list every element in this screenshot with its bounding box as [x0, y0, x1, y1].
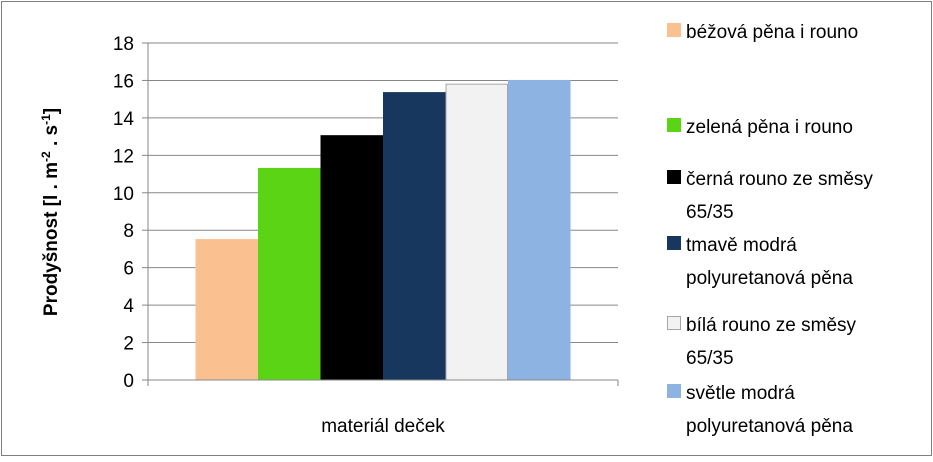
- y-axis-label-exp1: -2: [39, 151, 53, 162]
- bar-3: [320, 135, 383, 381]
- y-tick-label: 16: [113, 71, 134, 92]
- y-tick-label: 10: [113, 184, 134, 205]
- y-tick-label: 14: [113, 109, 135, 130]
- legend-label-3: černá rouno ze směsy: [686, 169, 873, 190]
- legend-label-6: světle modrá: [686, 383, 795, 404]
- legend: béžová pěna i rouno zelená pěna i rouno če…: [667, 22, 873, 437]
- legend-label-6: polyuretanová pěna: [686, 416, 853, 437]
- legend-label-5: bílá rouno ze směsy: [686, 315, 857, 336]
- y-tick-label: 4: [123, 296, 134, 317]
- y-axis-label-units-open: [l . m: [41, 162, 62, 212]
- legend-label-4: tmavě modrá: [686, 235, 797, 256]
- legend-swatch-2: [667, 118, 681, 132]
- y-axis-label-units-close: ]: [41, 108, 62, 114]
- legend-label-2: zelená pěna i rouno: [686, 117, 853, 138]
- y-tick-label: 0: [123, 371, 134, 392]
- axes: [142, 42, 619, 386]
- legend-swatch-3: [667, 170, 681, 184]
- bar-4: [383, 92, 446, 381]
- bar-6: [508, 79, 571, 381]
- y-tick-labels: 0 2 4 6 8 10 12 14 16 18: [113, 34, 135, 392]
- y-tick-label: 6: [123, 259, 134, 280]
- y-axis-label-name: Prodyšnost: [41, 211, 62, 316]
- y-axis-label-exp2: -1: [39, 114, 53, 125]
- bar-1: [195, 239, 258, 381]
- legend-label-5: 65/35: [686, 348, 734, 369]
- bars: [195, 79, 571, 381]
- legend-swatch-5: [667, 316, 681, 330]
- y-tick-label: 18: [113, 34, 134, 55]
- bar-5: [445, 83, 508, 381]
- legend-label-3: 65/35: [686, 202, 734, 223]
- legend-swatch-6: [667, 384, 681, 398]
- legend-swatch-1: [667, 23, 681, 37]
- y-axis-label: Prodyšnost [l . m-2 . s-1]: [39, 108, 62, 316]
- y-tick-label: 8: [123, 221, 134, 242]
- y-tick-label: 2: [123, 334, 134, 355]
- legend-swatch-4: [667, 236, 681, 250]
- legend-label-1: béžová pěna i rouno: [686, 22, 858, 43]
- y-tick-label: 12: [113, 146, 134, 167]
- x-axis-label: materiál deček: [321, 416, 445, 437]
- y-axis-label-units-mid: . s: [41, 125, 62, 151]
- legend-label-4: polyuretanová pěna: [686, 268, 853, 289]
- bar-2: [258, 167, 321, 381]
